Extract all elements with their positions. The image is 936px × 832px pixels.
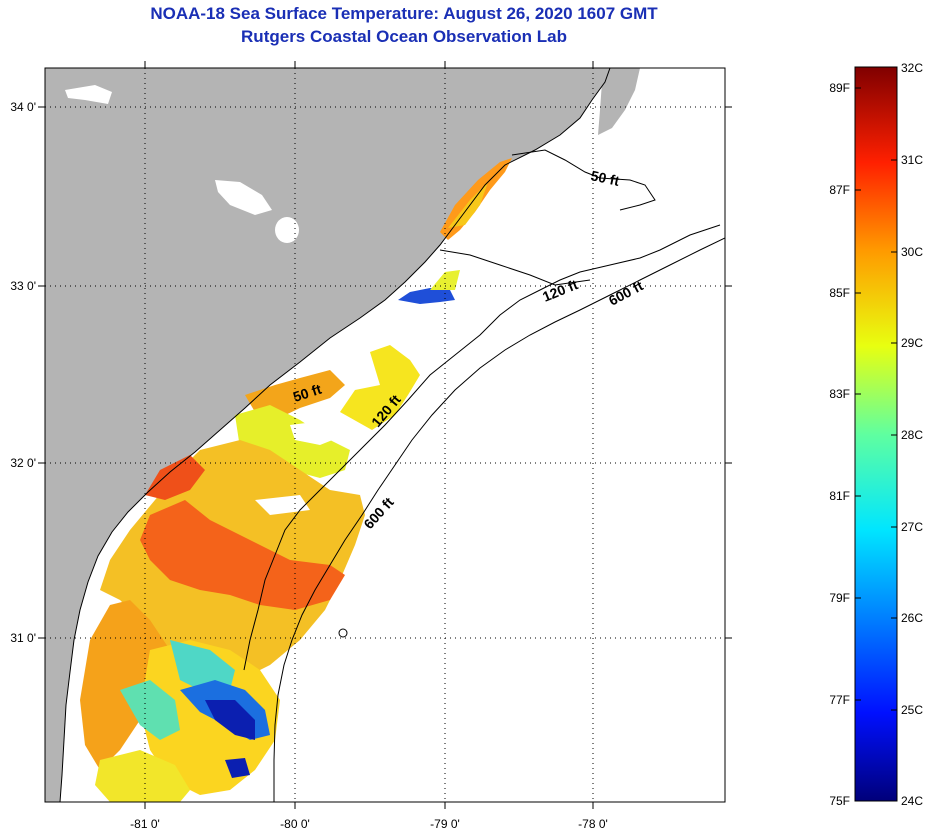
colorbar-f-label: 85F [829, 286, 850, 300]
colorbar-ticks [855, 87, 897, 711]
map-subtitle: Rutgers Coastal Ocean Observation Lab [241, 27, 567, 46]
lon-label-79: -79 0' [430, 817, 460, 831]
lat-label-33: 33 0' [10, 279, 36, 293]
axis-ticks [38, 61, 732, 809]
coastline [59, 68, 611, 802]
lat-label-31: 31 0' [10, 631, 36, 645]
colorbar-c-label: 29C [901, 336, 923, 350]
colorbar-c-label: 24C [901, 794, 923, 808]
colorbar-f-label: 81F [829, 489, 850, 503]
lat-label-34: 34 0' [10, 100, 36, 114]
colorbar-c-label: 27C [901, 520, 923, 534]
lon-label-80: -80 0' [280, 817, 310, 831]
sst-data [80, 158, 512, 802]
land-area [45, 68, 610, 802]
colorbar-f-label: 79F [829, 591, 850, 605]
colorbar-c-label: 30C [901, 245, 923, 259]
colorbar-f-label: 89F [829, 81, 850, 95]
lon-label-78: -78 0' [578, 817, 608, 831]
lon-label-81: -81 0' [130, 817, 160, 831]
colorbar [854, 66, 898, 802]
colorbar-c-label: 28C [901, 428, 923, 442]
colorbar-c-label: 32C [901, 61, 923, 75]
colorbar-f-label: 83F [829, 387, 850, 401]
graticule [45, 68, 725, 802]
colorbar-c-label: 25C [901, 703, 923, 717]
colorbar-f-label: 75F [829, 794, 850, 808]
colorbar-f-label: 87F [829, 183, 850, 197]
colorbar-c-label: 31C [901, 153, 923, 167]
colorbar-c-label: 26C [901, 611, 923, 625]
colorbar-f-label: 77F [829, 693, 850, 707]
bathymetry-contours [243, 149, 725, 802]
map-title: NOAA-18 Sea Surface Temperature: August … [150, 4, 658, 23]
lat-label-32: 32 0' [10, 456, 36, 470]
contour-label-50ft-north: 50 ft [589, 167, 621, 189]
